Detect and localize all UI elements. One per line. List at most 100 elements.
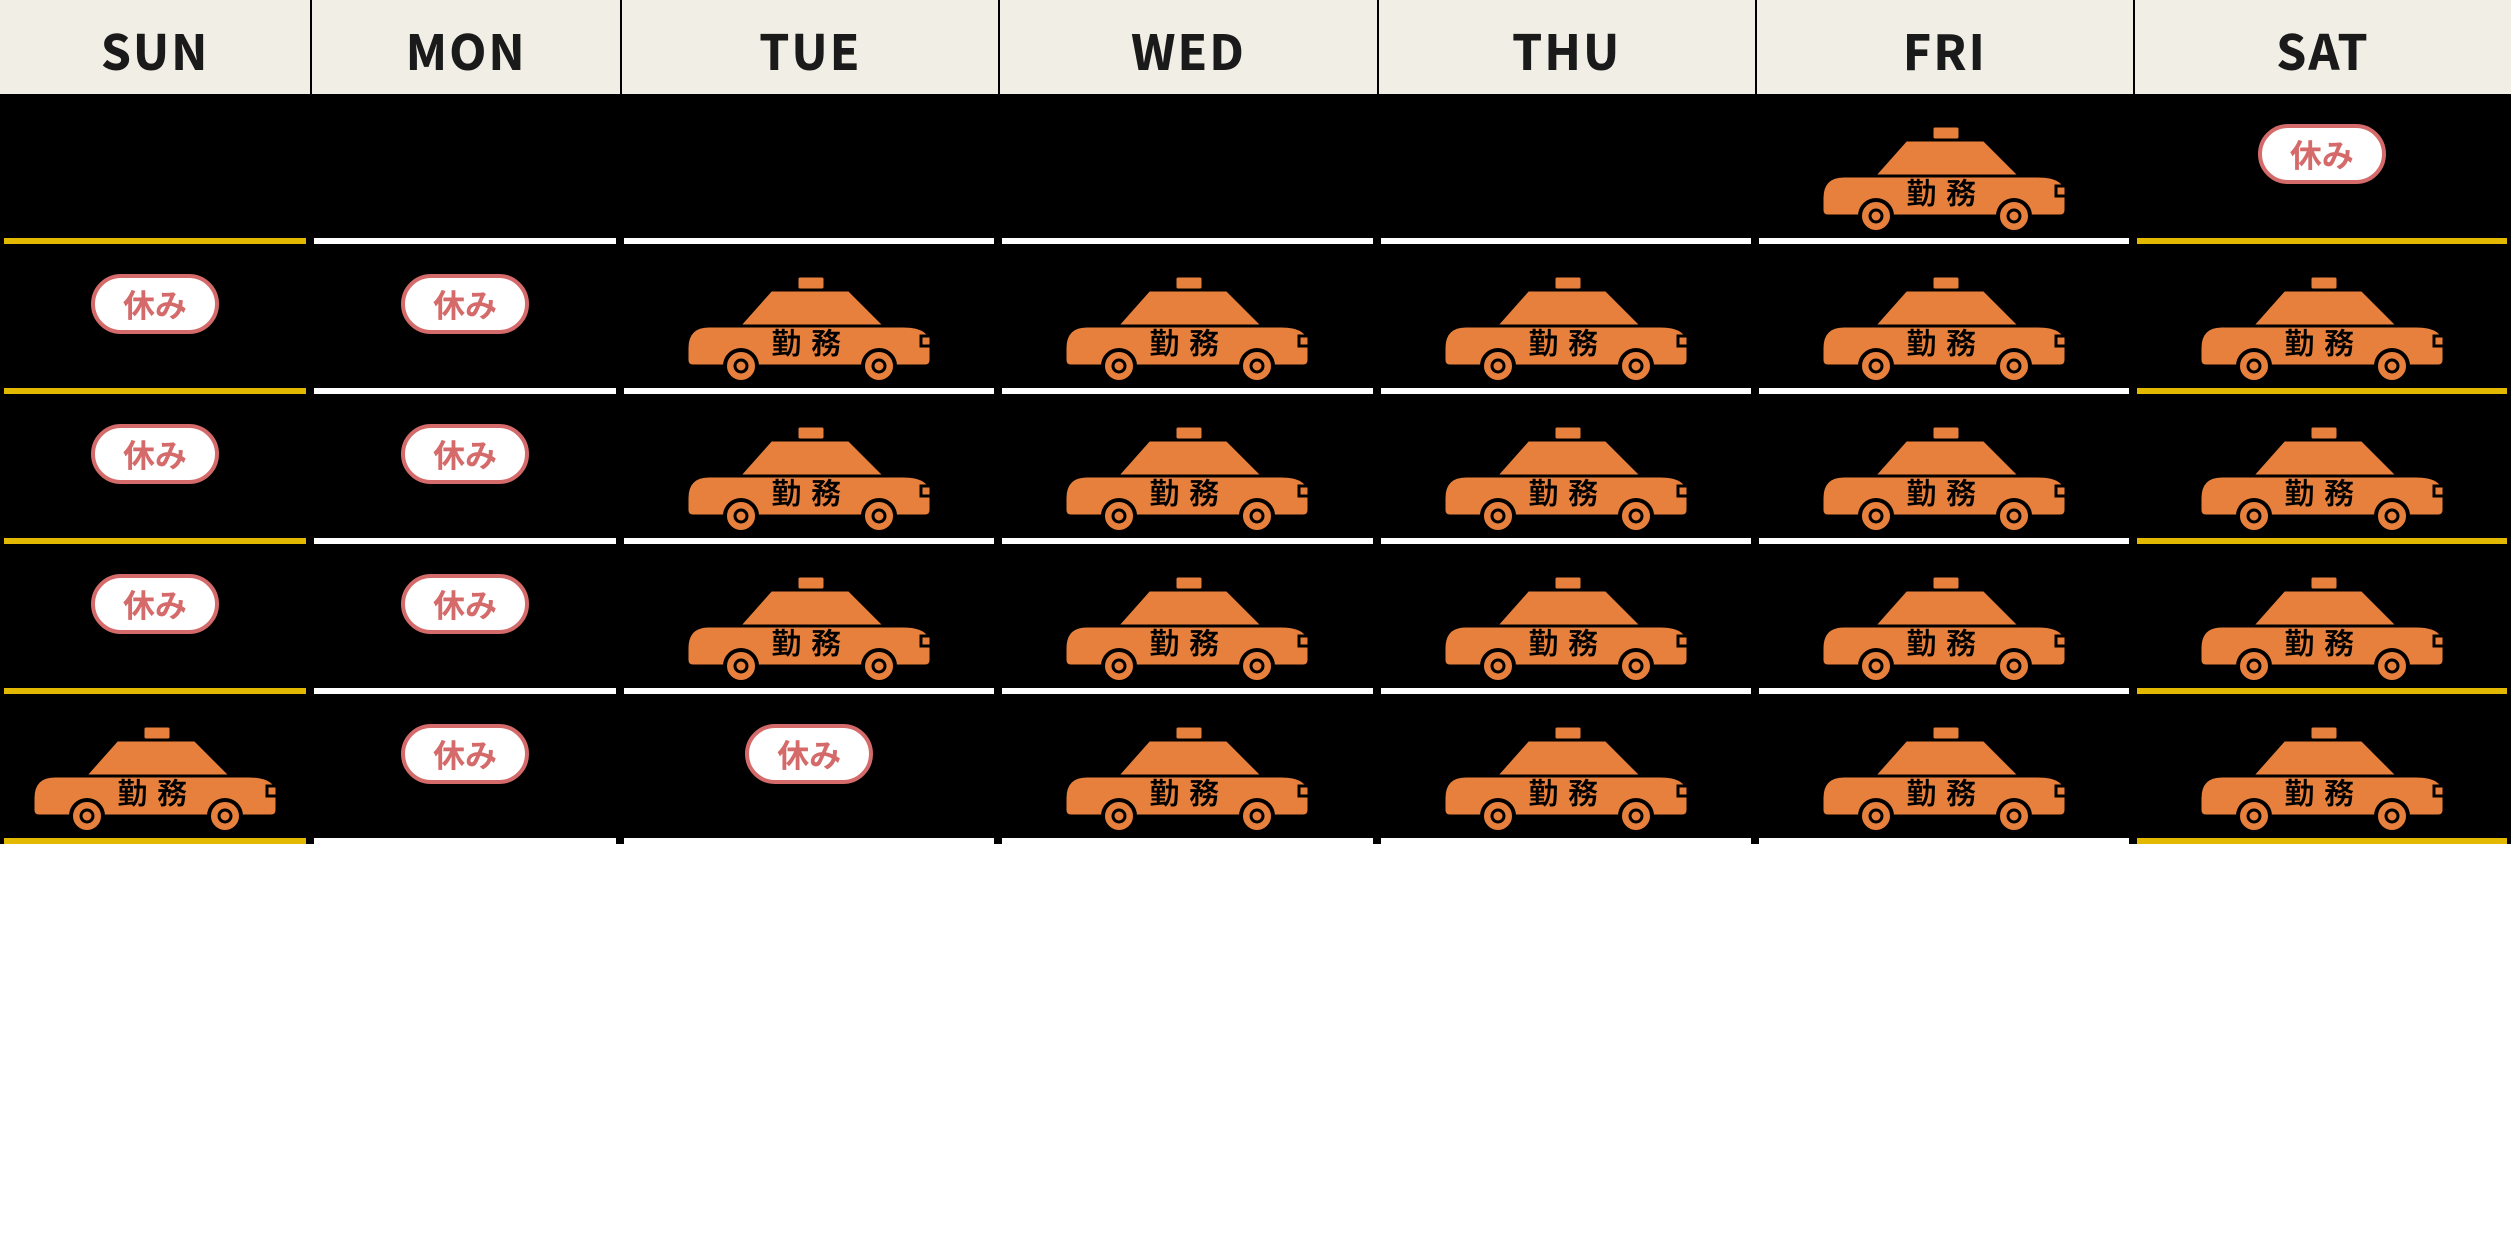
taxi-label: 勤務	[1150, 769, 1229, 813]
work-marker: 勤務	[1759, 720, 2129, 830]
day-header-sun: SUN	[0, 0, 310, 94]
calendar-cell: 休み	[624, 694, 994, 844]
taxi-icon: 勤務	[2192, 420, 2452, 530]
taxi-label: 勤務	[1150, 319, 1229, 363]
day-header-tue: TUE	[620, 0, 998, 94]
calendar-cell	[4, 94, 306, 244]
taxi-icon: 勤務	[1057, 570, 1317, 680]
day-header-mon: MON	[310, 0, 620, 94]
work-marker: 勤務	[1002, 570, 1372, 680]
rest-pill: 休み	[401, 274, 529, 334]
calendar-cell: 休み	[314, 244, 616, 394]
calendar-cell: 勤務	[1002, 694, 1372, 844]
taxi-label: 勤務	[1906, 769, 1985, 813]
taxi-icon: 勤務	[1814, 570, 2074, 680]
taxi-icon: 勤務	[25, 720, 285, 830]
calendar-row: 休み 休み 勤務	[0, 544, 2511, 694]
taxi-icon: 勤務	[1057, 720, 1317, 830]
taxi-icon: 勤務	[2192, 270, 2452, 380]
calendar-cell: 勤務	[1381, 544, 1751, 694]
calendar-row: 休み 休み 勤務	[0, 394, 2511, 544]
calendar-cell: 勤務	[1381, 394, 1751, 544]
work-marker: 勤務	[2137, 570, 2507, 680]
taxi-label: 勤務	[1906, 469, 1985, 513]
calendar-header-row: SUNMONTUEWEDTHUFRISAT	[0, 0, 2511, 94]
work-marker: 勤務	[1381, 420, 1751, 530]
calendar-cell: 勤務	[2137, 244, 2507, 394]
day-header-wed: WED	[998, 0, 1376, 94]
work-marker: 勤務	[1759, 570, 2129, 680]
taxi-label: 勤務	[1528, 769, 1607, 813]
calendar-cell: 休み	[314, 694, 616, 844]
calendar-cell: 勤務	[1759, 544, 2129, 694]
taxi-label: 勤務	[2284, 319, 2363, 363]
taxi-icon: 勤務	[1057, 420, 1317, 530]
work-marker: 勤務	[1381, 270, 1751, 380]
calendar-cell: 休み	[4, 544, 306, 694]
calendar-cell: 勤務	[4, 694, 306, 844]
calendar-cell: 勤務	[1759, 94, 2129, 244]
work-marker: 勤務	[624, 570, 994, 680]
taxi-label: 勤務	[1906, 619, 1985, 663]
calendar-row: 勤務 休み 休み 勤務	[0, 694, 2511, 844]
rest-pill: 休み	[401, 724, 529, 784]
taxi-icon: 勤務	[679, 570, 939, 680]
calendar-cell: 勤務	[1002, 394, 1372, 544]
calendar-cell: 休み	[314, 544, 616, 694]
calendar-cell: 勤務	[2137, 394, 2507, 544]
taxi-label: 勤務	[772, 319, 851, 363]
taxi-label: 勤務	[1528, 319, 1607, 363]
calendar-cell: 勤務	[1002, 544, 1372, 694]
work-marker: 勤務	[1002, 720, 1372, 830]
calendar-cell: 勤務	[1002, 244, 1372, 394]
calendar-cell: 休み	[2137, 94, 2507, 244]
calendar-cell: 勤務	[2137, 694, 2507, 844]
rest-pill: 休み	[745, 724, 873, 784]
taxi-label: 勤務	[2284, 469, 2363, 513]
rest-pill: 休み	[91, 274, 219, 334]
taxi-icon: 勤務	[1814, 720, 2074, 830]
calendar-cell: 勤務	[2137, 544, 2507, 694]
day-header-thu: THU	[1377, 0, 1755, 94]
taxi-label: 勤務	[772, 469, 851, 513]
calendar-cell: 勤務	[1381, 694, 1751, 844]
work-marker: 勤務	[1759, 270, 2129, 380]
taxi-icon: 勤務	[1436, 570, 1696, 680]
calendar-cell: 休み	[314, 394, 616, 544]
taxi-icon: 勤務	[679, 420, 939, 530]
taxi-label: 勤務	[1150, 619, 1229, 663]
work-marker: 勤務	[4, 720, 306, 830]
taxi-label: 勤務	[1528, 469, 1607, 513]
schedule-calendar: SUNMONTUEWEDTHUFRISAT 勤務 休み休み休み	[0, 0, 2511, 844]
rest-pill: 休み	[91, 424, 219, 484]
calendar-cell	[314, 94, 616, 244]
rest-pill: 休み	[2258, 124, 2386, 184]
calendar-cell: 勤務	[624, 244, 994, 394]
taxi-icon: 勤務	[1814, 120, 2074, 230]
taxi-label: 勤務	[1150, 469, 1229, 513]
calendar-cell: 勤務	[1759, 394, 2129, 544]
day-header-sat: SAT	[2133, 0, 2511, 94]
taxi-label: 勤務	[772, 619, 851, 663]
calendar-cell	[1381, 94, 1751, 244]
work-marker: 勤務	[2137, 420, 2507, 530]
rest-pill: 休み	[401, 574, 529, 634]
work-marker: 勤務	[1381, 720, 1751, 830]
work-marker: 勤務	[1759, 120, 2129, 230]
taxi-label: 勤務	[2284, 769, 2363, 813]
taxi-icon: 勤務	[679, 270, 939, 380]
calendar-row: 休み 休み 勤務	[0, 244, 2511, 394]
taxi-icon: 勤務	[1436, 420, 1696, 530]
taxi-icon: 勤務	[1814, 420, 2074, 530]
calendar-row: 勤務 休み	[0, 94, 2511, 244]
work-marker: 勤務	[2137, 720, 2507, 830]
taxi-label: 勤務	[1906, 169, 1985, 213]
taxi-label: 勤務	[1906, 319, 1985, 363]
work-marker: 勤務	[624, 270, 994, 380]
work-marker: 勤務	[624, 420, 994, 530]
taxi-label: 勤務	[1528, 619, 1607, 663]
taxi-icon: 勤務	[2192, 720, 2452, 830]
taxi-icon: 勤務	[1436, 720, 1696, 830]
calendar-cell: 勤務	[624, 544, 994, 694]
calendar-cell: 勤務	[1381, 244, 1751, 394]
